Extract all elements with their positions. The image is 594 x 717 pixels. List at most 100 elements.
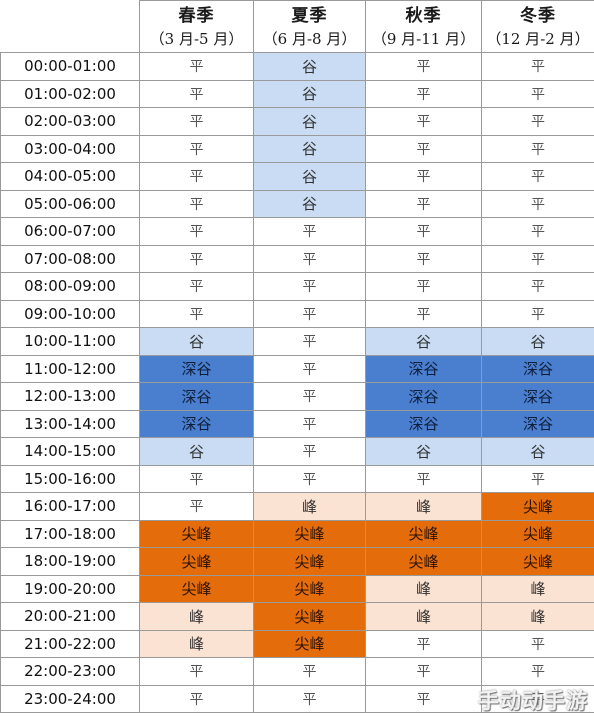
rate-cell: 尖峰 bbox=[253, 574, 366, 603]
table-row: 09:00-10:00 平平平平 bbox=[0, 299, 594, 328]
rate-cell: 平 bbox=[365, 134, 482, 163]
time-slot-cell: 12:00-13:00 bbox=[0, 382, 140, 411]
season-range: （12 月-2 月） bbox=[486, 29, 590, 48]
rate-cell: 深谷 bbox=[481, 409, 594, 438]
rate-cell: 尖峰 bbox=[481, 547, 594, 576]
rate-cell: 平 bbox=[481, 657, 594, 686]
table-row: 01:00-02:00 平谷平平 bbox=[0, 79, 594, 108]
rate-cell: 峰 bbox=[365, 574, 482, 603]
rate-cell: 谷 bbox=[139, 437, 254, 466]
rate-cell: 平 bbox=[365, 79, 482, 108]
rate-cell: 平 bbox=[365, 217, 482, 246]
rate-cell: 谷 bbox=[139, 327, 254, 356]
rate-cell: 峰 bbox=[139, 629, 254, 658]
rate-cell: 平 bbox=[139, 657, 254, 686]
table-row: 21:00-22:00 峰尖峰平平 bbox=[0, 629, 594, 658]
rate-cell: 平 bbox=[365, 272, 482, 301]
time-slot-cell: 07:00-08:00 bbox=[0, 244, 140, 273]
rate-cell: 平 bbox=[139, 134, 254, 163]
rate-cell: 谷 bbox=[365, 437, 482, 466]
rate-cell: 平 bbox=[139, 244, 254, 273]
rate-cell: 峰 bbox=[139, 602, 254, 631]
table-row: 07:00-08:00 平平平平 bbox=[0, 244, 594, 273]
rate-cell: 平 bbox=[139, 492, 254, 521]
season-header-autumn: 秋季 （9 月-11 月） bbox=[365, 0, 482, 53]
rate-cell: 平 bbox=[139, 464, 254, 493]
rate-cell: 平 bbox=[365, 629, 482, 658]
table-row: 13:00-14:00 深谷平深谷 深谷 bbox=[0, 409, 594, 438]
rate-cell: 谷 bbox=[253, 52, 366, 81]
time-slot-cell: 21:00-22:00 bbox=[0, 629, 140, 658]
rate-cell: 平 bbox=[481, 52, 594, 81]
time-slot-cell: 00:00-01:00 bbox=[0, 52, 140, 81]
rate-cell: 深谷 bbox=[481, 382, 594, 411]
rate-cell: 尖峰 bbox=[365, 547, 482, 576]
rate-cell: 平 bbox=[139, 107, 254, 136]
table-row: 15:00-16:00 平平平平 bbox=[0, 464, 594, 493]
rate-cell: 谷 bbox=[481, 327, 594, 356]
rate-cell: 平 bbox=[139, 79, 254, 108]
table-row: 17:00-18:00 尖峰 尖峰 尖峰 尖峰 bbox=[0, 519, 594, 548]
rate-cell: 平 bbox=[253, 217, 366, 246]
rate-cell: 尖峰 bbox=[365, 519, 482, 548]
rate-cell: 平 bbox=[481, 272, 594, 301]
rate-cell: 平 bbox=[365, 464, 482, 493]
rate-cell: 平 bbox=[139, 162, 254, 191]
time-slot-cell: 03:00-04:00 bbox=[0, 134, 140, 163]
rate-cell: 峰 bbox=[365, 492, 482, 521]
rate-cell: 平 bbox=[365, 107, 482, 136]
rate-cell: 平 bbox=[139, 189, 254, 218]
rate-cell: 平 bbox=[139, 217, 254, 246]
table-row: 16:00-17:00 平峰峰尖峰 bbox=[0, 492, 594, 521]
season-header-spring: 春季 （3 月-5 月） bbox=[139, 0, 254, 53]
rate-cell: 峰 bbox=[481, 574, 594, 603]
time-slot-cell: 19:00-20:00 bbox=[0, 574, 140, 603]
table-row: 10:00-11:00 谷平谷谷 bbox=[0, 327, 594, 356]
rate-cell: 平 bbox=[365, 299, 482, 328]
rate-cell: 尖峰 bbox=[481, 519, 594, 548]
rate-cell: 峰 bbox=[481, 602, 594, 631]
rate-cell: 平 bbox=[253, 657, 366, 686]
table-row: 03:00-04:00 平谷平平 bbox=[0, 134, 594, 163]
rate-cell: 谷 bbox=[253, 162, 366, 191]
rate-cell: 平 bbox=[139, 684, 254, 713]
rate-cell: 深谷 bbox=[365, 382, 482, 411]
time-slot-cell: 13:00-14:00 bbox=[0, 409, 140, 438]
rate-cell: 平 bbox=[139, 52, 254, 81]
time-slot-cell: 01:00-02:00 bbox=[0, 79, 140, 108]
rate-cell: 峰 bbox=[365, 602, 482, 631]
time-slot-cell: 02:00-03:00 bbox=[0, 107, 140, 136]
table-row: 14:00-15:00 谷平谷谷 bbox=[0, 437, 594, 466]
rate-cell: 尖峰 bbox=[139, 574, 254, 603]
season-name: 夏季 bbox=[291, 5, 328, 26]
season-range: （3 月-5 月） bbox=[149, 29, 244, 48]
rate-cell: 平 bbox=[481, 217, 594, 246]
rate-cell: 平 bbox=[365, 244, 482, 273]
rate-cell: 平 bbox=[365, 52, 482, 81]
table-body: 00:00-01:00 平谷平平 01:00-02:00 平谷平平 02:00-03:0… bbox=[0, 52, 594, 713]
rate-cell: 平 bbox=[481, 299, 594, 328]
table-row: 19:00-20:00 尖峰 尖峰峰峰 bbox=[0, 574, 594, 603]
rate-cell: 平 bbox=[481, 684, 594, 713]
time-slot-cell: 17:00-18:00 bbox=[0, 519, 140, 548]
table-row: 18:00-19:00 尖峰 尖峰 尖峰 尖峰 bbox=[0, 547, 594, 576]
season-range: （9 月-11 月） bbox=[371, 29, 476, 48]
table-row: 23:00-24:00 平平平平 bbox=[0, 684, 594, 713]
rate-cell: 平 bbox=[253, 684, 366, 713]
rate-cell: 平 bbox=[481, 162, 594, 191]
season-name: 秋季 bbox=[405, 5, 442, 26]
rate-cell: 深谷 bbox=[365, 354, 482, 383]
season-header-winter: 冬季 （12 月-2 月） bbox=[481, 0, 594, 53]
time-slot-cell: 09:00-10:00 bbox=[0, 299, 140, 328]
header-row: 春季 （3 月-5 月） 夏季 （6 月-8 月） 秋季 （9 月-11 月） … bbox=[0, 0, 594, 53]
time-slot-cell: 10:00-11:00 bbox=[0, 327, 140, 356]
rate-cell: 尖峰 bbox=[253, 629, 366, 658]
rate-cell: 平 bbox=[365, 684, 482, 713]
rate-cell: 平 bbox=[481, 107, 594, 136]
rate-cell: 平 bbox=[253, 272, 366, 301]
time-slot-cell: 18:00-19:00 bbox=[0, 547, 140, 576]
rate-cell: 平 bbox=[481, 189, 594, 218]
rate-cell: 平 bbox=[253, 382, 366, 411]
rate-cell: 深谷 bbox=[139, 409, 254, 438]
